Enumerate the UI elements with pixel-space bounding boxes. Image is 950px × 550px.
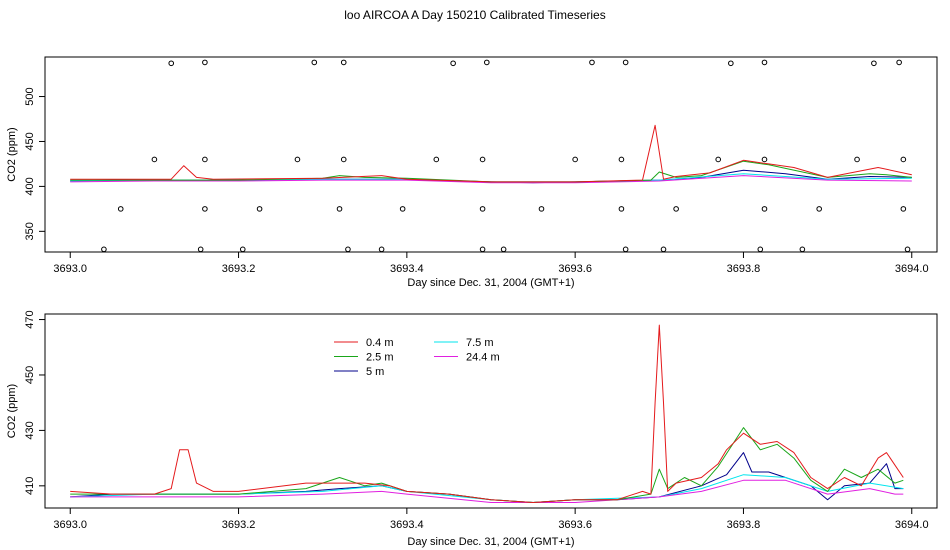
flag-marker — [399, 206, 406, 212]
x-tick-label: 3693.6 — [558, 519, 592, 531]
flag-marker — [618, 206, 625, 212]
flag-marker — [761, 59, 768, 66]
flag-marker — [336, 206, 343, 212]
flag-marker — [896, 59, 902, 66]
flag-marker — [294, 156, 301, 163]
legend-label-h0_4: 0.4 m — [366, 337, 394, 349]
flag-marker — [483, 59, 490, 66]
flag-marker — [151, 156, 158, 163]
series-line-h0_4 — [70, 324, 904, 503]
panel-1: 3693.0 3693.2 3693.4 3693.6 3693.8 3694.0 350 4… — [6, 56, 938, 289]
y-tick-label: 400 — [24, 177, 36, 195]
flag-marker — [799, 246, 806, 252]
flag-marker — [871, 60, 877, 67]
flag-marker — [168, 60, 175, 67]
series-line-h2_5 — [70, 160, 912, 183]
flag-marker — [854, 156, 860, 163]
flag-marker — [202, 156, 208, 163]
legend-label-h7_5: 7.5 m — [466, 337, 494, 349]
flag-marker — [256, 206, 263, 212]
flag-marker — [202, 59, 208, 66]
legend-label-h24_4: 24.4 m — [466, 352, 500, 364]
flag-marker — [816, 206, 822, 212]
flag-marker — [239, 246, 246, 252]
flag-marker — [479, 156, 486, 163]
flag-marker — [900, 206, 907, 212]
flag-marker — [660, 246, 667, 252]
x-tick-label: 3693.8 — [727, 519, 761, 531]
flag-marker — [904, 246, 911, 252]
flag-marker — [479, 246, 486, 252]
x-tick-label: 3693.8 — [727, 263, 761, 275]
flag-marker — [479, 206, 486, 212]
x-tick-label: 3693.0 — [53, 263, 87, 275]
legend: 0.4 m 2.5 m 5 m 7.5 m 24.4 m — [334, 337, 500, 378]
x-tick-label: 3693.4 — [390, 263, 424, 275]
y-tick-label: 350 — [24, 222, 36, 240]
legend-label-h5: 5 m — [366, 366, 384, 378]
y-tick-label: 450 — [24, 132, 36, 150]
legend-label-h2_5: 2.5 m — [366, 352, 394, 364]
figure-title: loo AIRCOA A Day 150210 Calibrated Times… — [344, 8, 606, 22]
flag-marker — [572, 156, 578, 163]
flag-marker — [538, 206, 545, 212]
flag-marker — [202, 206, 208, 212]
flag-marker — [757, 246, 764, 252]
flag-marker — [450, 60, 456, 67]
x-tick-label: 3694.0 — [895, 263, 929, 275]
flag-marker — [761, 156, 768, 163]
series-line-h0_4 — [70, 124, 912, 183]
x-tick-label: 3693.6 — [558, 263, 592, 275]
plot-frame — [44, 313, 938, 509]
series-line-h24_4 — [70, 175, 912, 184]
flag-marker — [622, 246, 629, 252]
x-tick-label: 3693.2 — [222, 263, 256, 275]
flag-marker — [345, 246, 351, 252]
x-axis-label: Day since Dec. 31, 2004 (GMT+1) — [407, 277, 574, 289]
plot-area — [70, 324, 904, 503]
flag-marker — [618, 156, 625, 163]
series-line-h24_4 — [70, 479, 904, 503]
flag-marker — [340, 156, 347, 163]
x-axis-label: Day since Dec. 31, 2004 (GMT+1) — [407, 536, 574, 548]
flag-marker — [101, 246, 107, 252]
x-tick-label: 3694.0 — [895, 519, 929, 531]
flag-marker — [622, 59, 629, 66]
flag-marker — [589, 59, 595, 66]
x-tick-label: 3693.2 — [222, 519, 256, 531]
y-axis-label: CO2 (ppm) — [6, 127, 18, 181]
x-tick-label: 3693.4 — [390, 519, 424, 531]
y-tick-label: 450 — [24, 366, 36, 384]
plot-area — [70, 59, 912, 252]
y-tick-label: 500 — [24, 87, 36, 105]
flag-marker — [728, 60, 734, 67]
flag-marker — [761, 206, 768, 212]
flag-marker — [715, 156, 722, 163]
flag-marker — [197, 246, 204, 252]
plot-frame — [44, 56, 938, 253]
flag-marker — [340, 59, 347, 66]
y-tick-label: 410 — [24, 477, 36, 495]
y-tick-label: 470 — [24, 310, 36, 328]
x-tick-label: 3693.0 — [53, 519, 87, 531]
flag-marker — [433, 156, 440, 163]
flag-marker — [378, 246, 385, 252]
flag-marker — [900, 156, 907, 163]
series-line-h2_5 — [70, 427, 904, 503]
flag-marker — [117, 206, 124, 212]
flag-marker — [500, 246, 507, 252]
flag-marker — [673, 206, 679, 212]
y-axis-label: CO2 (ppm) — [6, 384, 18, 438]
panel-2: 3693.0 3693.2 3693.4 3693.6 3693.8 3694.0 410 4… — [6, 310, 938, 548]
y-tick-label: 430 — [24, 421, 36, 439]
flag-marker — [311, 59, 318, 66]
